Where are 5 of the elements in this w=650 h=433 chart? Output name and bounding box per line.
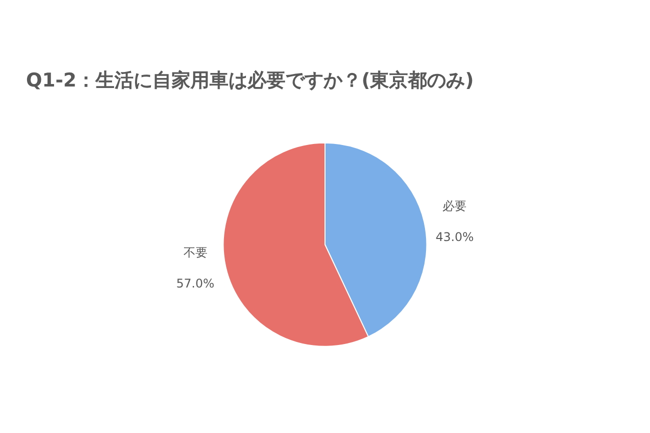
data-label: 43.0% <box>436 230 474 244</box>
data-label: 57.0% <box>176 276 214 291</box>
slice-label: 必要 <box>442 198 467 213</box>
slice-label: 不要 <box>183 245 208 260</box>
chart-title: Q1-2：生活に自家用車は必要ですか？(東京都のみ) <box>26 70 474 92</box>
